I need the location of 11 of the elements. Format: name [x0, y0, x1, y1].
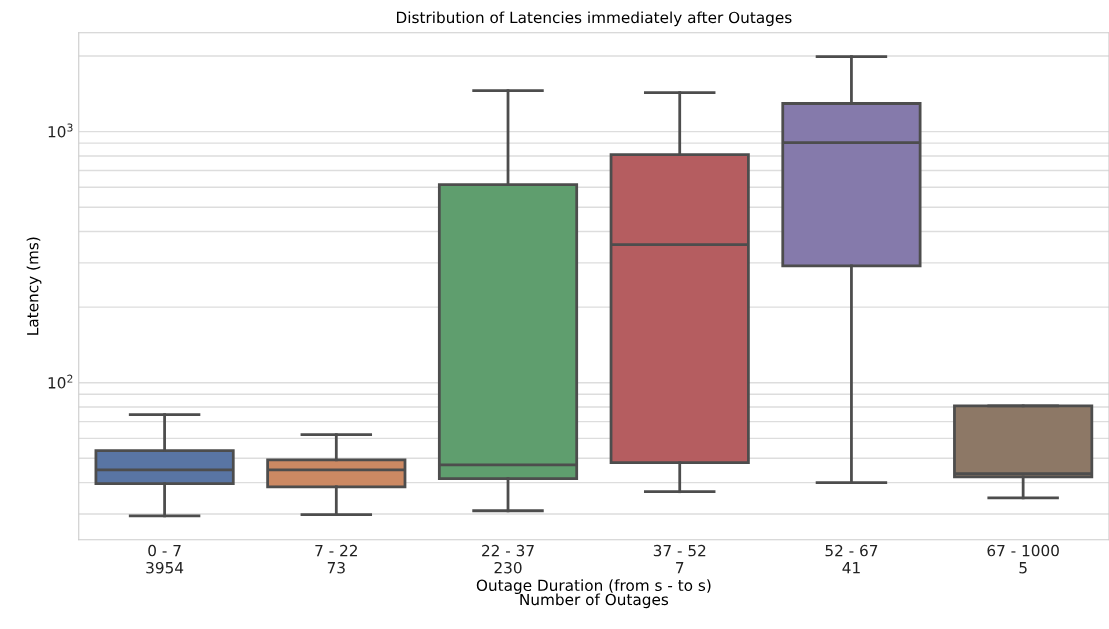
x-axis-title: Outage Duration (from s - to s) Number of Outages	[476, 579, 711, 609]
x-tick-label: 37 - 52 7	[653, 544, 706, 574]
x-tick-label: 52 - 67 41	[825, 544, 878, 574]
x-tick-label: 67 - 1000 5	[987, 544, 1059, 574]
x-tick-label: 0 - 7 3954	[146, 544, 184, 574]
x-tick-label: 22 - 37 230	[482, 544, 534, 574]
y-tick-label: 10$^{2}$	[48, 374, 73, 389]
chart-title: Distribution of Latencies immediately after Outages	[397, 11, 792, 27]
y-tick-label: 10$^{3}$	[48, 123, 73, 138]
x-tick-label: 7 - 22 73	[315, 544, 357, 574]
y-axis-title: Latency (ms)	[26, 237, 42, 335]
